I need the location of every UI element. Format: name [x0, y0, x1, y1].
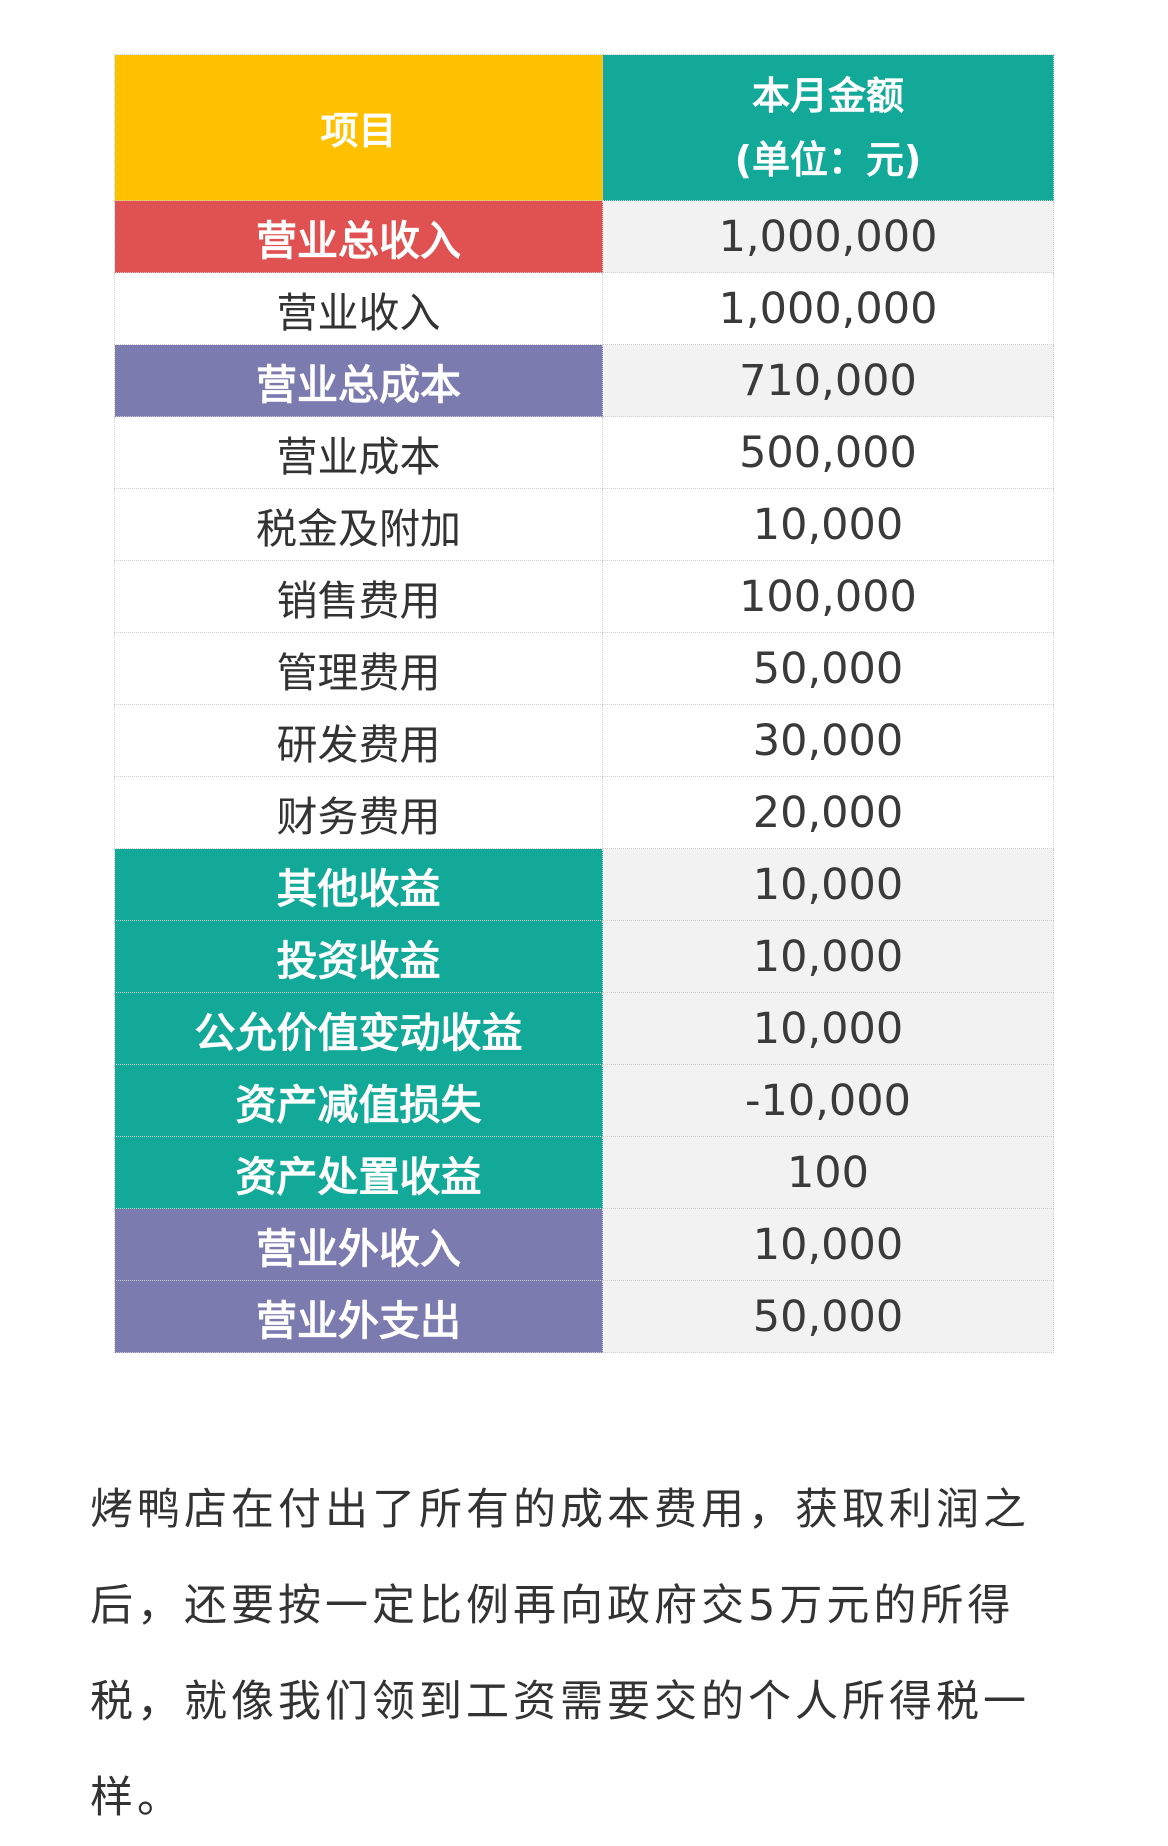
row-item-label: 营业外收入: [114, 1208, 603, 1281]
row-amount-value: 10,000: [602, 488, 1054, 561]
row-amount-value: 10,000: [602, 992, 1054, 1065]
table-row: 资产处置收益 100: [114, 1136, 1054, 1209]
header-amount-title: 本月金额: [751, 73, 904, 118]
row-item-label: 营业总成本: [114, 344, 603, 417]
row-amount-value: 1,000,000: [602, 272, 1054, 345]
row-amount-value: 100: [602, 1136, 1054, 1209]
table-row: 投资收益 10,000: [114, 920, 1054, 993]
table-row: 税金及附加 10,000: [114, 488, 1054, 561]
row-item-label: 营业外支出: [114, 1280, 603, 1353]
row-amount-value: 10,000: [602, 1208, 1054, 1281]
row-amount-value: 1,000,000: [602, 200, 1054, 273]
row-item-label: 资产处置收益: [114, 1136, 603, 1209]
row-item-label: 财务费用: [114, 776, 603, 849]
table-row: 营业外收入 10,000: [114, 1208, 1054, 1281]
row-item-label: 投资收益: [114, 920, 603, 993]
row-amount-value: 500,000: [602, 416, 1054, 489]
table-row: 管理费用 50,000: [114, 632, 1054, 705]
row-item-label: 营业成本: [114, 416, 603, 489]
header-item: 项目: [114, 54, 603, 201]
row-item-label: 资产减值损失: [114, 1064, 603, 1137]
header-amount-unit: (单位：元): [734, 137, 922, 182]
header-amount: 本月金额 (单位：元): [602, 54, 1054, 201]
table-row: 销售费用 100,000: [114, 560, 1054, 633]
table-row: 营业收入 1,000,000: [114, 272, 1054, 345]
row-item-label: 公允价值变动收益: [114, 992, 603, 1065]
table-row: 财务费用 20,000: [114, 776, 1054, 849]
table-header-row: 项目 本月金额 (单位：元): [114, 54, 1054, 201]
income-statement-table: 项目 本月金额 (单位：元) 营业总收入 1,000,000 营业收入 1,000,0…: [114, 54, 1054, 1353]
row-amount-value: 710,000: [602, 344, 1054, 417]
row-amount-value: 30,000: [602, 704, 1054, 777]
row-item-label: 销售费用: [114, 560, 603, 633]
explanation-paragraph: 烤鸭店在付出了所有的成本费用，获取利润之后，还要按一定比例再向政府交5万元的所得…: [90, 1485, 1030, 1823]
row-item-label: 管理费用: [114, 632, 603, 705]
row-item-label: 其他收益: [114, 848, 603, 921]
table-row: 营业外支出 50,000: [114, 1280, 1054, 1353]
table-row: 研发费用 30,000: [114, 704, 1054, 777]
row-item-label: 税金及附加: [114, 488, 603, 561]
row-amount-value: 100,000: [602, 560, 1054, 633]
table-row: 其他收益 10,000: [114, 848, 1054, 921]
row-amount-value: 10,000: [602, 920, 1054, 993]
row-amount-value: 10,000: [602, 848, 1054, 921]
row-item-label: 研发费用: [114, 704, 603, 777]
table-row: 公允价值变动收益 10,000: [114, 992, 1054, 1065]
row-amount-value: 50,000: [602, 1280, 1054, 1353]
table-row: 营业总收入 1,000,000: [114, 200, 1054, 273]
row-amount-value: -10,000: [602, 1064, 1054, 1137]
row-amount-value: 50,000: [602, 632, 1054, 705]
table-row: 营业成本 500,000: [114, 416, 1054, 489]
row-amount-value: 20,000: [602, 776, 1054, 849]
table-row: 营业总成本 710,000: [114, 344, 1054, 417]
row-item-label: 营业总收入: [114, 200, 603, 273]
table-row: 资产减值损失 -10,000: [114, 1064, 1054, 1137]
row-item-label: 营业收入: [114, 272, 603, 345]
